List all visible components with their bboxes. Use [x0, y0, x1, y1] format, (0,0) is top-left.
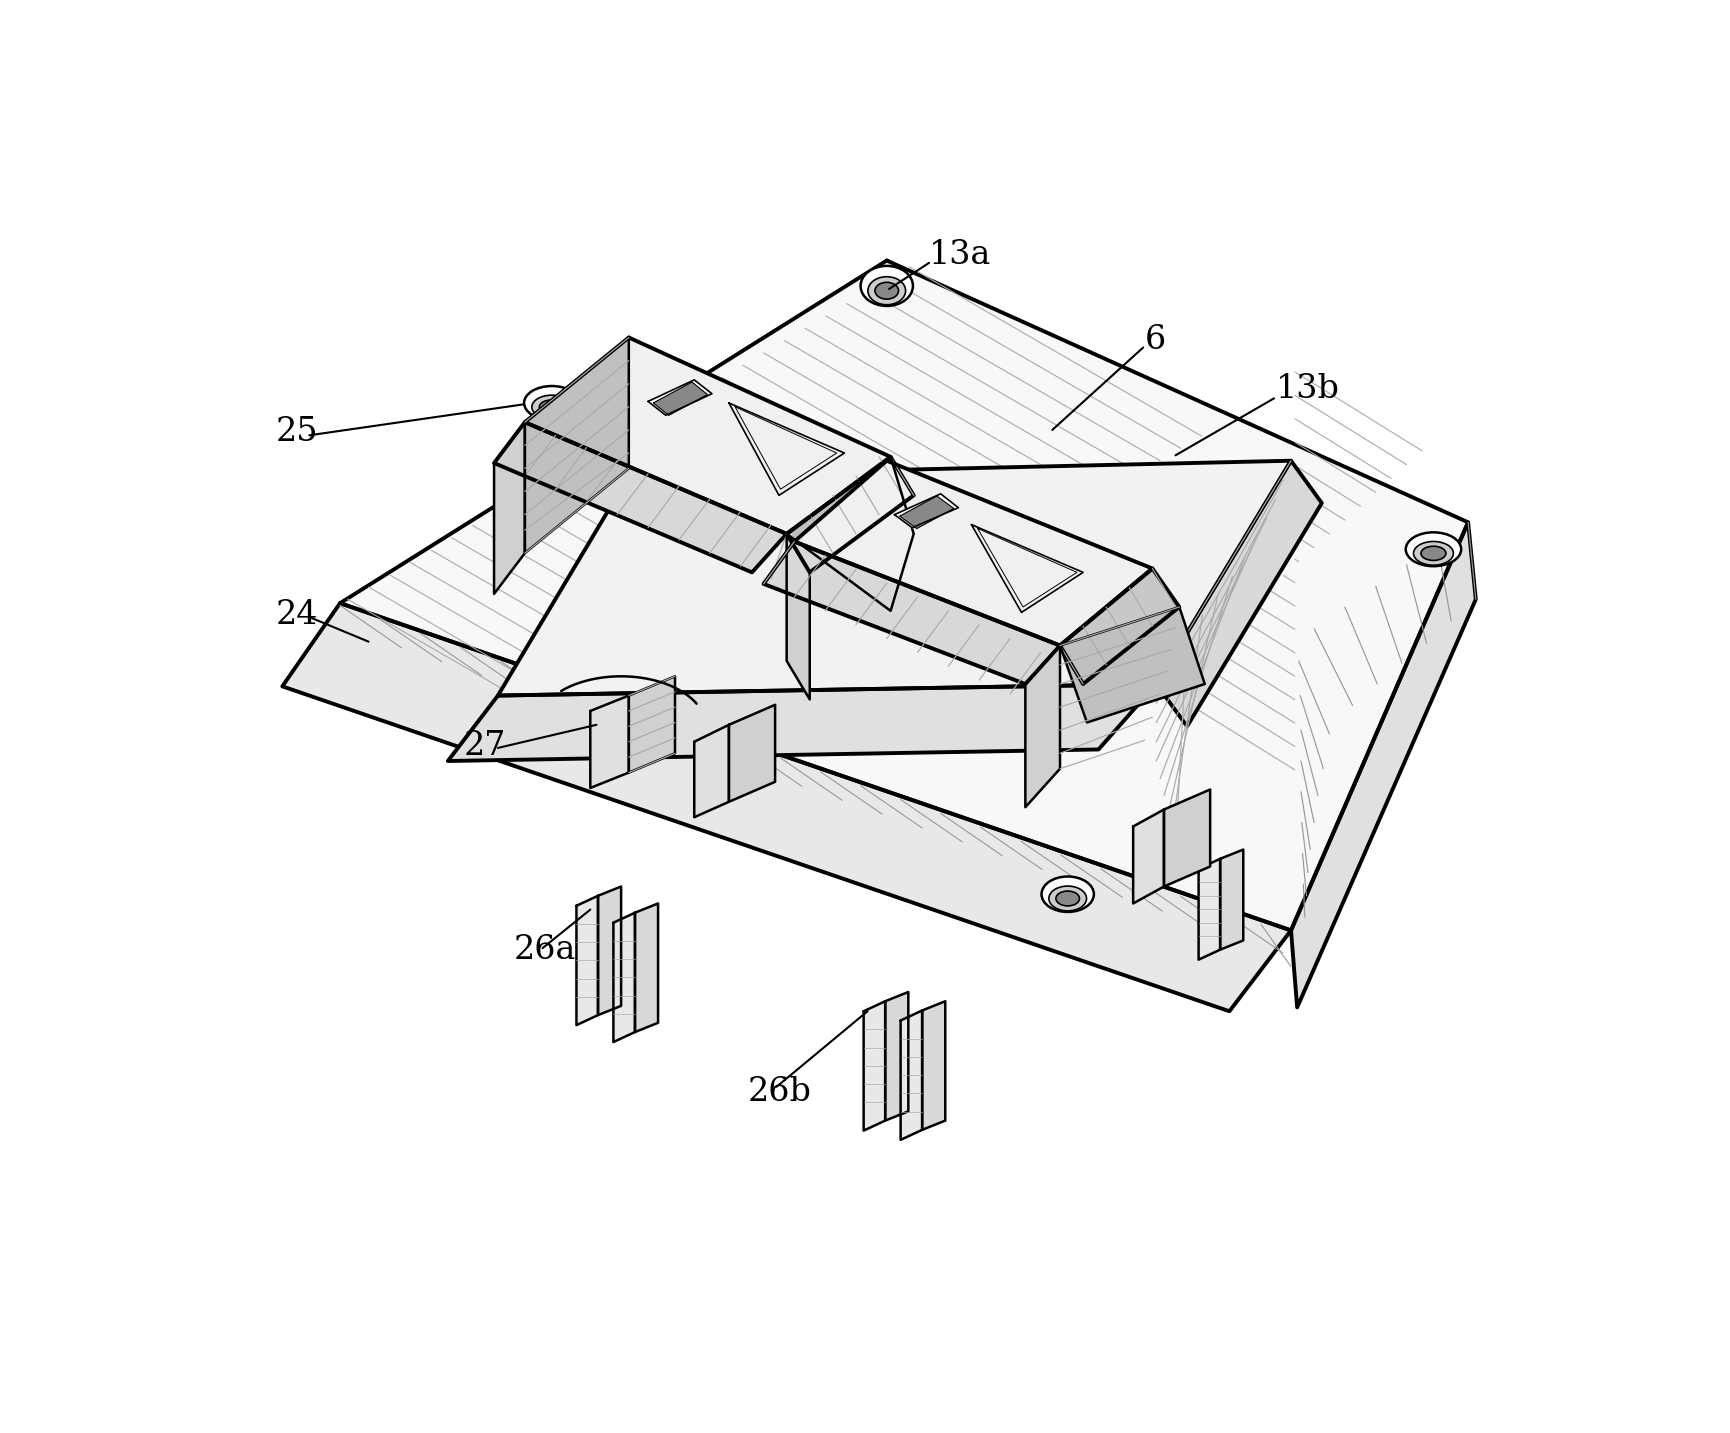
Ellipse shape	[524, 385, 580, 420]
Polygon shape	[900, 1010, 922, 1139]
Polygon shape	[922, 1002, 945, 1129]
Polygon shape	[1059, 608, 1204, 722]
Polygon shape	[1291, 522, 1476, 1007]
Polygon shape	[1197, 858, 1220, 960]
Ellipse shape	[1405, 532, 1460, 566]
Polygon shape	[576, 896, 597, 1025]
Polygon shape	[448, 684, 1156, 761]
Ellipse shape	[867, 277, 905, 305]
Polygon shape	[339, 261, 1467, 930]
Text: 6: 6	[1144, 324, 1166, 355]
Polygon shape	[597, 887, 621, 1015]
Text: 13b: 13b	[1275, 373, 1339, 406]
Text: 13a: 13a	[929, 239, 991, 271]
Ellipse shape	[1048, 886, 1086, 911]
Text: 26b: 26b	[747, 1076, 811, 1108]
Polygon shape	[652, 383, 708, 416]
Polygon shape	[493, 423, 524, 593]
Polygon shape	[863, 1002, 884, 1131]
Text: 26a: 26a	[514, 934, 576, 966]
Ellipse shape	[531, 396, 571, 418]
Polygon shape	[785, 535, 810, 699]
Ellipse shape	[1055, 891, 1080, 906]
Polygon shape	[894, 494, 958, 527]
Polygon shape	[498, 461, 1291, 695]
Polygon shape	[1059, 569, 1178, 684]
Text: 24: 24	[277, 599, 318, 631]
Polygon shape	[794, 461, 1152, 645]
Ellipse shape	[1041, 877, 1093, 911]
Ellipse shape	[860, 267, 912, 305]
Polygon shape	[1024, 645, 1059, 807]
Polygon shape	[282, 603, 1291, 1012]
Polygon shape	[628, 676, 675, 772]
Polygon shape	[493, 423, 785, 572]
Polygon shape	[590, 695, 628, 788]
Polygon shape	[785, 457, 913, 572]
Polygon shape	[1163, 790, 1209, 887]
Ellipse shape	[540, 400, 564, 414]
Polygon shape	[1133, 810, 1163, 903]
Polygon shape	[785, 457, 913, 610]
Polygon shape	[612, 913, 635, 1042]
Text: 27: 27	[464, 729, 505, 761]
Polygon shape	[694, 725, 728, 817]
Text: 25: 25	[277, 416, 318, 449]
Polygon shape	[884, 992, 908, 1121]
Polygon shape	[900, 496, 953, 529]
Polygon shape	[524, 338, 628, 553]
Polygon shape	[1220, 850, 1242, 950]
Polygon shape	[728, 705, 775, 802]
Polygon shape	[524, 338, 891, 535]
Ellipse shape	[1413, 542, 1453, 565]
Polygon shape	[763, 542, 1059, 684]
Polygon shape	[635, 903, 657, 1032]
Polygon shape	[1156, 461, 1322, 727]
Ellipse shape	[1420, 546, 1445, 560]
Polygon shape	[647, 380, 711, 416]
Ellipse shape	[874, 282, 898, 299]
